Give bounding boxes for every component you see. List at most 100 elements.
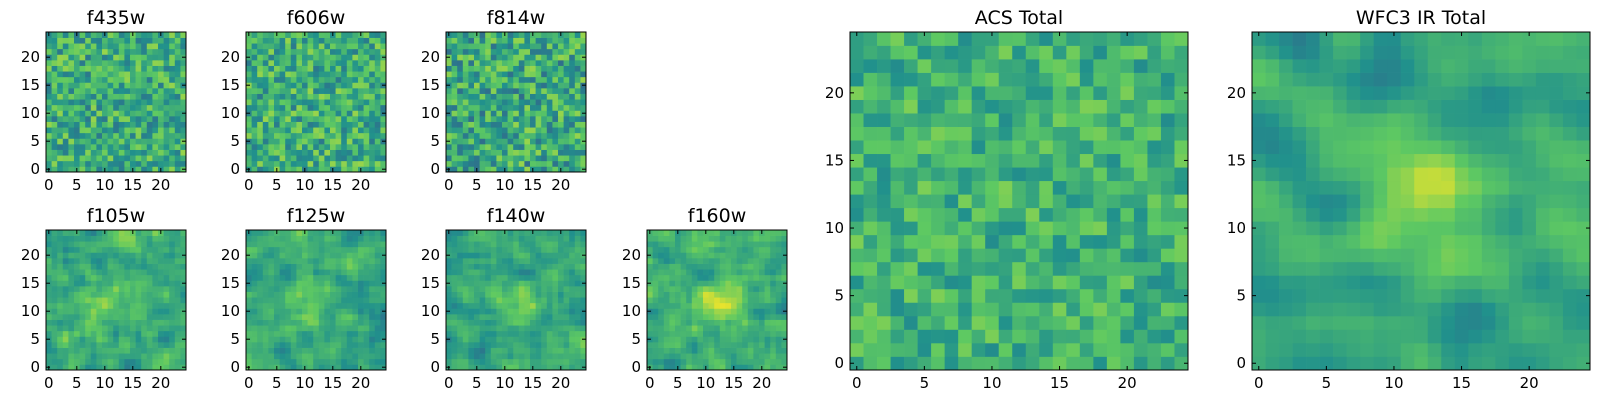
heatmap-cell <box>330 127 336 134</box>
heatmap-cell <box>257 246 264 253</box>
heatmap-cell <box>141 274 148 281</box>
heatmap-cell <box>764 336 771 343</box>
heatmap-cell <box>513 325 520 332</box>
heatmap-cell <box>468 110 475 117</box>
heatmap-cell <box>290 127 297 134</box>
x-tick-label: 15 <box>523 176 542 194</box>
heatmap-cell <box>85 302 92 309</box>
heatmap-cell <box>558 308 564 315</box>
heatmap-cell <box>335 297 342 304</box>
heatmap-cell <box>174 99 181 106</box>
heatmap-cell <box>703 297 709 304</box>
heatmap-cell <box>146 99 153 106</box>
heatmap-cell <box>485 280 492 287</box>
heatmap-cell <box>552 60 559 66</box>
heatmap-cell <box>502 160 508 167</box>
heatmap-cell <box>285 336 292 343</box>
heatmap-cell <box>74 342 80 348</box>
heatmap-cell <box>285 43 292 50</box>
heatmap-cell <box>697 319 704 326</box>
heatmap-cell <box>135 43 142 50</box>
heatmap-cell <box>363 274 370 281</box>
heatmap-cell <box>79 342 86 348</box>
heatmap-cell <box>446 319 452 326</box>
heatmap-cell <box>775 347 782 354</box>
heatmap-cell <box>374 347 381 354</box>
heatmap-cell <box>330 280 336 287</box>
heatmap-cell <box>313 258 320 264</box>
heatmap-cell <box>731 330 737 337</box>
heatmap-cell <box>335 353 342 360</box>
heatmap-cell <box>546 93 553 100</box>
heatmap-cell <box>530 330 536 337</box>
heatmap-cell <box>163 302 170 309</box>
heatmap-cell <box>546 297 553 304</box>
heatmap-cell <box>169 230 176 236</box>
heatmap-cell <box>62 60 69 66</box>
heatmap-cell <box>770 286 777 292</box>
heatmap-cell <box>552 274 559 281</box>
heatmap-cell <box>496 308 503 315</box>
heatmap-cell <box>725 314 732 320</box>
heatmap-cell <box>85 325 92 332</box>
heatmap-cell <box>163 93 170 100</box>
heatmap-cell <box>708 241 715 248</box>
heatmap-cell <box>691 353 698 360</box>
heatmap-cell <box>169 127 176 134</box>
heatmap-cell <box>358 342 364 348</box>
heatmap-cell <box>96 330 103 337</box>
heatmap-cell <box>747 330 754 337</box>
heatmap-cell <box>352 358 359 365</box>
heatmap-cell <box>324 132 331 139</box>
heatmap-cell <box>781 319 788 326</box>
heatmap-cell <box>742 342 749 348</box>
heatmap-cell <box>124 302 131 309</box>
heatmap-cell <box>753 353 760 360</box>
heatmap-cell <box>85 155 92 162</box>
heatmap-cell <box>669 336 676 343</box>
heatmap-cell <box>524 48 531 55</box>
heatmap-cell <box>507 241 514 248</box>
heatmap-cell <box>251 274 258 281</box>
heatmap-cell <box>725 308 732 315</box>
heatmap-cell <box>302 88 308 94</box>
heatmap-cell <box>124 297 131 304</box>
heatmap-cell <box>703 269 709 276</box>
heatmap-cell <box>725 358 732 365</box>
heatmap-cell <box>57 336 64 343</box>
heatmap-cell <box>130 336 136 343</box>
heatmap-cell <box>257 358 264 365</box>
heatmap-cell <box>764 319 771 326</box>
heatmap-cell <box>285 99 292 106</box>
heatmap-cell <box>546 76 553 83</box>
heatmap-cell <box>130 347 136 354</box>
heatmap-cell <box>708 302 715 309</box>
heatmap-cell <box>770 241 777 248</box>
heatmap-cell <box>524 104 531 111</box>
heatmap-cell <box>62 132 69 139</box>
heatmap-cell <box>146 241 153 248</box>
heatmap-cell <box>102 252 108 259</box>
heatmap-cell <box>686 286 693 292</box>
heatmap-cell <box>535 353 542 360</box>
heatmap-cell <box>62 280 69 287</box>
heatmap-cell <box>457 241 464 248</box>
heatmap-cell <box>74 280 80 287</box>
heatmap-cell <box>507 246 514 253</box>
heatmap-cell <box>46 258 52 264</box>
heatmap-cell <box>285 364 292 371</box>
heatmap-cell <box>124 71 131 78</box>
heatmap-cell <box>691 308 698 315</box>
heatmap-cell <box>279 104 286 111</box>
heatmap-cell <box>296 291 303 298</box>
heatmap-cell <box>102 138 108 145</box>
heatmap-cell <box>513 280 520 287</box>
heatmap-cell <box>971 248 986 263</box>
heatmap-cell <box>686 291 693 298</box>
heatmap-cell <box>363 76 370 83</box>
heatmap-cell <box>90 60 97 66</box>
heatmap-cell <box>663 252 670 259</box>
heatmap-cell <box>675 353 681 360</box>
heatmap-cell <box>1174 329 1189 344</box>
